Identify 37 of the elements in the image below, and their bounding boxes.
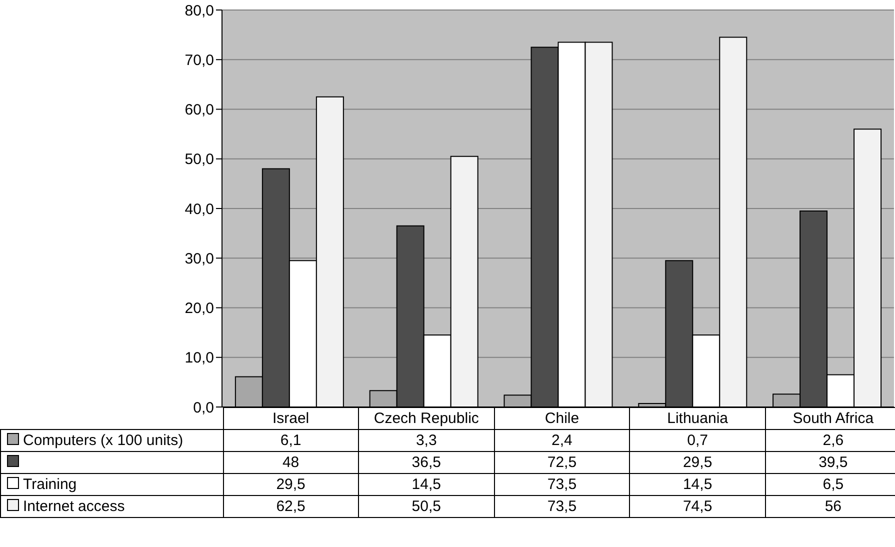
data-label: 56	[765, 496, 895, 518]
x-tick-label: South Africa	[765, 408, 895, 430]
data-label: 50,5	[358, 496, 494, 518]
data-label: 29,5	[223, 474, 359, 496]
data-label: 72,5	[494, 452, 630, 474]
data-label: 48	[223, 452, 359, 474]
data-label: 6,5	[765, 474, 895, 496]
legend-label: Training	[0, 474, 223, 496]
data-label: 3,3	[358, 430, 494, 452]
data-label: 74,5	[630, 496, 766, 518]
y-tick-label: 30,0	[184, 250, 214, 268]
y-tick-label: 40,0	[184, 200, 214, 218]
data-label: 29,5	[630, 452, 766, 474]
data-label: 39,5	[765, 452, 895, 474]
x-tick-label: Czech Republic	[358, 408, 494, 430]
data-label: 2,6	[765, 430, 895, 452]
data-label: 73,5	[494, 474, 630, 496]
data-label: 14,5	[630, 474, 766, 496]
y-tick-label: 50,0	[184, 151, 214, 168]
data-label: 36,5	[358, 452, 494, 474]
y-tick-label: 60,0	[184, 102, 214, 119]
y-tick-label: 80,0	[184, 2, 214, 20]
y-tick-label: 70,0	[184, 52, 214, 69]
data-label: 73,5	[494, 496, 630, 518]
legend-label: Computers (x 100 units)	[0, 430, 223, 452]
x-tick-label: Chile	[494, 408, 630, 430]
x-tick-label: Israel	[223, 408, 359, 430]
legend-label: Internet access	[0, 496, 223, 518]
data-label: 62,5	[223, 496, 359, 518]
data-label: 0,7	[630, 430, 766, 452]
y-tick-label: 10,0	[184, 350, 214, 367]
x-tick-label: Lithuania	[630, 408, 766, 430]
y-tick-label: 20,0	[184, 300, 214, 318]
data-label: 6,1	[223, 430, 359, 452]
y-tick-label: 0,0	[193, 399, 214, 416]
data-label: 14,5	[358, 474, 494, 496]
data-label: 2,4	[494, 430, 630, 452]
